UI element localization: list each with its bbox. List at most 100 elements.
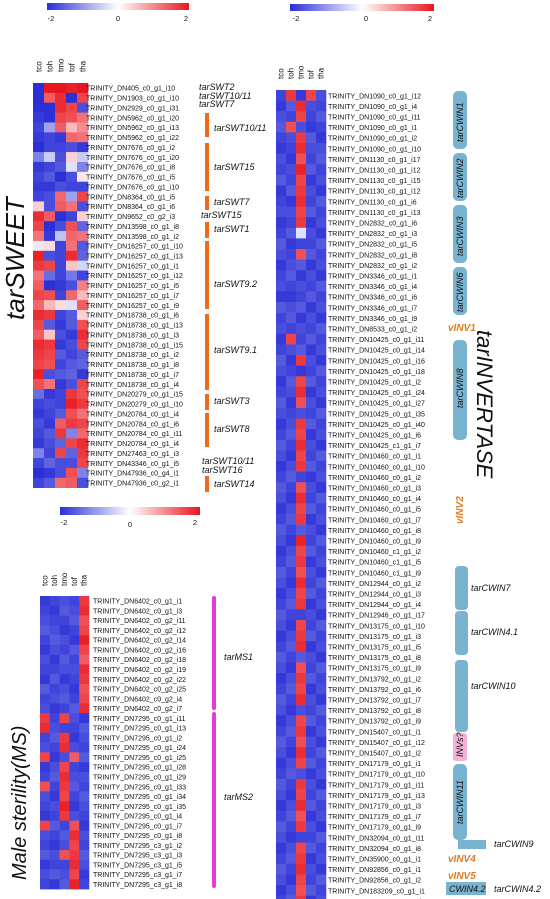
heatmap-cell [286, 259, 297, 271]
heatmap-cell [306, 217, 317, 229]
group-label: tarMS1 [224, 652, 253, 662]
heatmap-cell [316, 206, 327, 218]
heatmap-cell [49, 752, 60, 763]
heatmap-cell [276, 164, 287, 176]
group-bracket [453, 764, 467, 840]
row-label: TRINITY_DN13792_c0_g1_i9 [328, 719, 421, 726]
heatmap-cell [44, 152, 56, 163]
heatmap-cell [44, 467, 56, 479]
heatmap-cell [66, 398, 78, 410]
heatmap-cell [306, 800, 317, 812]
row-label: TRINITY_DN1130_c0_g1_i13 [328, 210, 421, 217]
row-label: TRINITY_DN1130_c0_g1_i17 [328, 157, 421, 164]
heatmap-cell [69, 742, 80, 753]
row-label: TRINITY_DN3346_c0_g1_i6 [328, 295, 417, 302]
heatmap-cell [306, 259, 317, 271]
heatmap-cell [306, 545, 317, 557]
heatmap-cell [286, 673, 297, 684]
heatmap-cell [33, 319, 45, 331]
heatmap-cell [69, 644, 80, 655]
heatmap-cell [306, 100, 317, 112]
heatmap-cell [33, 428, 45, 439]
heatmap-cell [33, 260, 45, 271]
heatmap-cell [316, 439, 327, 451]
heatmap-cell [33, 171, 45, 182]
heatmap-cell [79, 869, 90, 880]
heatmap-cell [77, 92, 89, 104]
heatmap-cell [316, 683, 327, 695]
heatmap-cell [66, 280, 78, 291]
heatmap-cell [316, 397, 327, 409]
heatmap-cell [49, 654, 60, 665]
heatmap-cell [276, 206, 287, 218]
heatmap-cell [296, 418, 307, 430]
heatmap-cell [286, 121, 297, 133]
heatmap-cell [59, 840, 70, 851]
heatmap-cell [306, 567, 317, 578]
heatmap-cell [66, 300, 78, 311]
colorbar-tick-min: -2 [293, 14, 300, 23]
heatmap-cell [44, 260, 56, 271]
row-label: TRINITY_DN1130_c0_g1_i12 [328, 189, 421, 196]
heatmap-cell [296, 280, 307, 292]
heatmap-cell [316, 673, 327, 684]
group-label: tarSWT15 [201, 210, 243, 220]
heatmap-cell [316, 153, 327, 165]
row-label: TRINITY_DN3346_c0_g1_i9 [328, 316, 417, 323]
heatmap-cell [306, 461, 317, 472]
row-label: TRINITY_DN1090_c0_g1_i4 [328, 104, 417, 111]
heatmap-cell [44, 231, 56, 242]
heatmap-cell [306, 832, 317, 843]
heatmap-cell [306, 673, 317, 684]
heatmap-cell [296, 736, 307, 748]
group-label: vINV4 [448, 854, 476, 865]
heatmap-cell [296, 768, 307, 780]
heatmap-cell [44, 201, 56, 212]
heatmap-cell [33, 349, 45, 360]
heatmap-cell [276, 757, 287, 769]
group-label: tarCWIN8 [455, 368, 465, 408]
heatmap-cell [77, 181, 89, 192]
heatmap-cell [296, 471, 307, 483]
heatmap-cell [66, 240, 78, 252]
row-label: TRINITY_DN7295_c3_g1_i8 [93, 882, 182, 889]
heatmap-cell [44, 428, 56, 439]
row-label: TRINITY_DN6402_c0_g2_i7 [93, 706, 182, 713]
row-label: TRINITY_DN10460_c0_g1_i2 [328, 475, 421, 482]
heatmap-cell [77, 388, 89, 400]
heatmap-cell [33, 477, 45, 488]
heatmap-cell [296, 885, 307, 896]
heatmap-cell [44, 477, 56, 488]
heatmap-cell [77, 191, 89, 202]
heatmap-cell [286, 641, 297, 653]
group-label: CWIN4.2 [449, 884, 486, 894]
heatmap-cell [276, 524, 287, 536]
group-bracket [205, 143, 209, 191]
title-sweet: tarSWEET [0, 195, 30, 320]
colorbar-tick-min: -2 [48, 14, 55, 23]
heatmap-cell [286, 227, 297, 239]
row-label: TRINITY_DN43346_c0_g1_i5 [86, 461, 179, 468]
heatmap-cell [316, 556, 327, 568]
group-bracket [453, 91, 467, 149]
heatmap-cell [55, 319, 67, 331]
heatmap-cell [55, 161, 67, 173]
row-label: TRINITY_DN2832_c0_g1_i2 [328, 263, 417, 270]
heatmap-cell [59, 625, 70, 636]
heatmap-cell [296, 545, 307, 557]
heatmap-cell [55, 171, 67, 182]
row-label: TRINITY_DN2929_c0_g1_i31 [86, 105, 179, 112]
heatmap-cell [40, 732, 51, 743]
heatmap-cell [77, 319, 89, 331]
heatmap-cell [306, 821, 317, 833]
heatmap-cell [49, 879, 60, 890]
row-label: TRINITY_DN15407_c0_g1_i2 [328, 750, 421, 757]
group-label: INVs? [455, 732, 465, 757]
heatmap-cell [77, 448, 89, 459]
heatmap-cell [306, 164, 317, 176]
row-label: TRINITY_DN7676_c0_g1_i2 [86, 145, 175, 152]
row-label: TRINITY_DN20784_c0_g1_i4 [86, 441, 179, 448]
heatmap-cell [77, 171, 89, 182]
heatmap-cell [316, 514, 327, 525]
heatmap-cell [77, 438, 89, 449]
